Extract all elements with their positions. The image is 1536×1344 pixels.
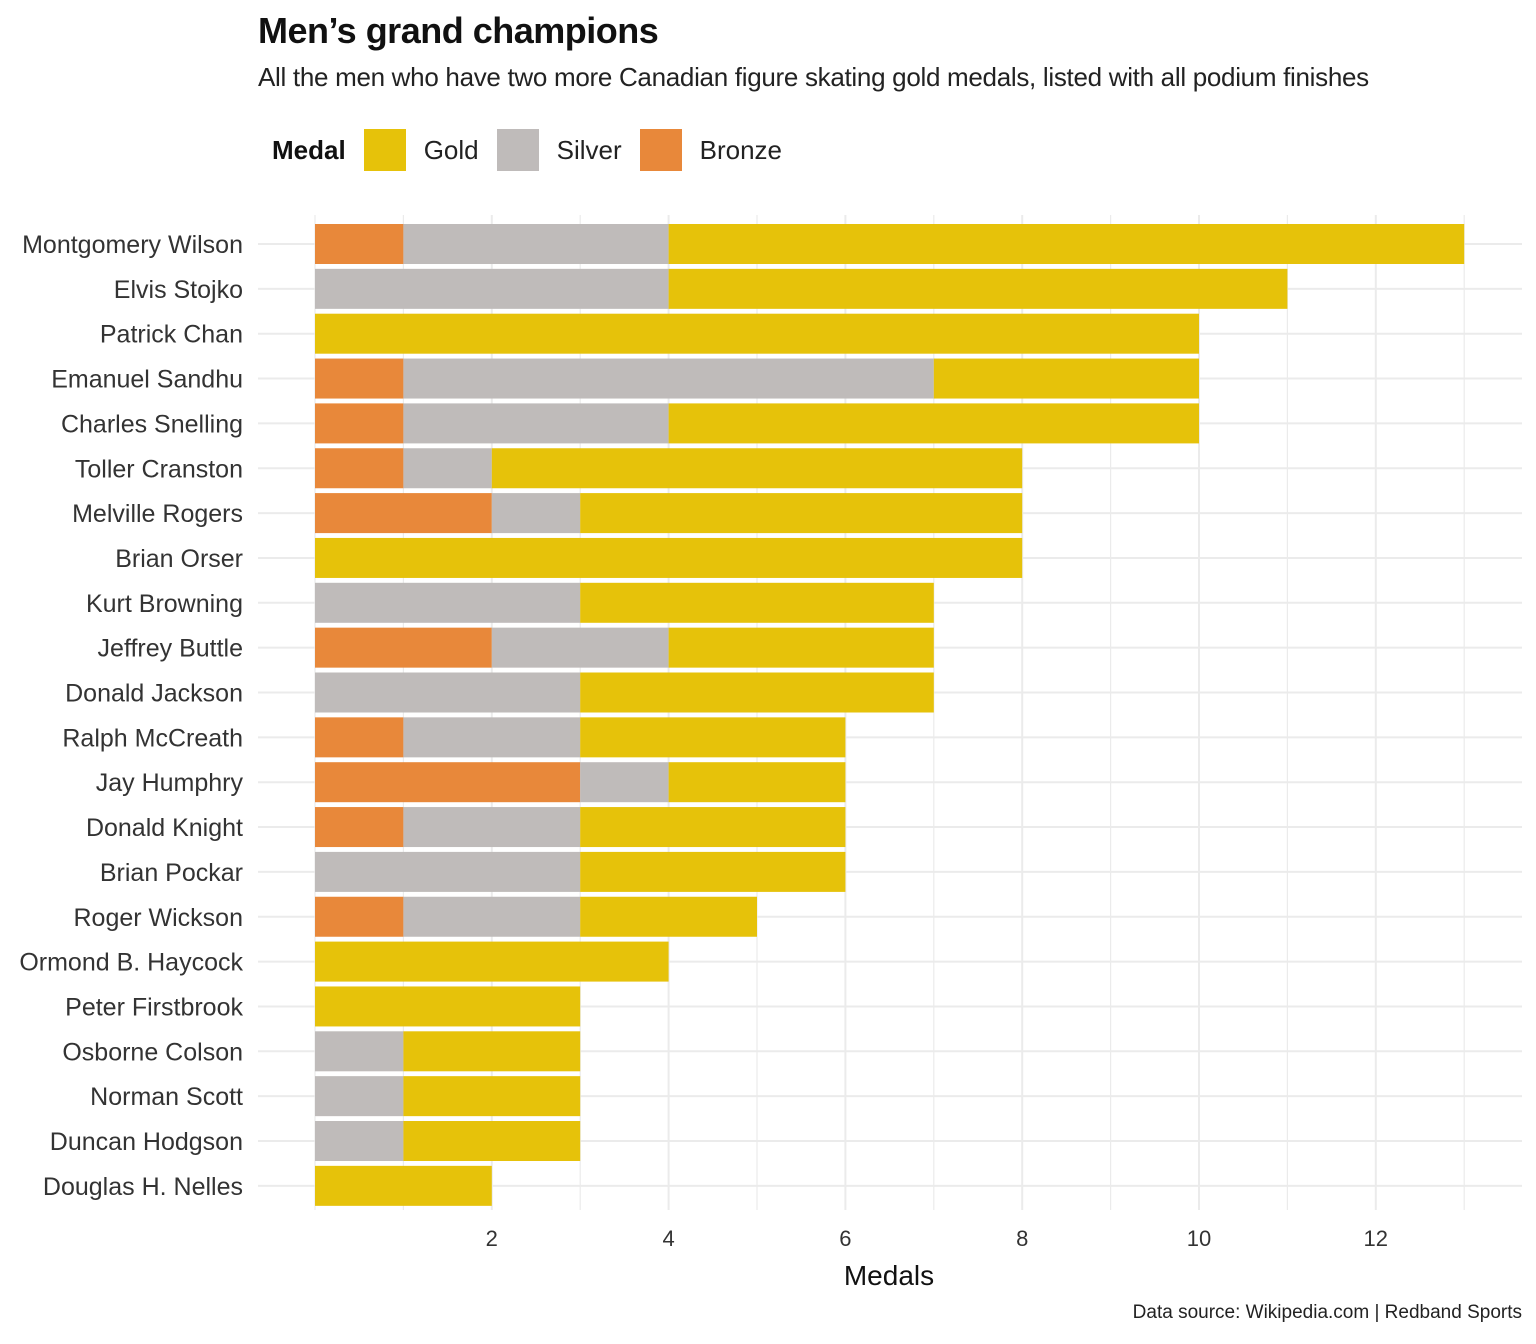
- bar-silver: [403, 807, 581, 848]
- legend-title: Medal: [272, 134, 346, 165]
- legend-swatch-gold: [363, 129, 406, 171]
- bar-silver: [315, 1031, 404, 1072]
- legend-swatch-silver: [496, 129, 539, 171]
- legend-item-gold: Gold: [363, 129, 479, 171]
- bar-gold: [403, 1076, 581, 1117]
- legend-label-gold: Gold: [423, 134, 479, 165]
- bar-gold: [668, 224, 1465, 264]
- bar-bronze: [315, 896, 404, 937]
- bar-gold: [668, 762, 846, 803]
- category-label: Toller Cranston: [75, 455, 243, 483]
- legend-item-silver: Silver: [496, 129, 622, 171]
- bar-silver: [315, 672, 581, 713]
- x-tick-label: 2: [486, 1226, 498, 1251]
- x-axis-title: Medals: [844, 1260, 934, 1291]
- category-label: Jeffrey Buttle: [98, 635, 243, 663]
- legend-label-bronze: Bronze: [699, 134, 783, 165]
- category-label: Patrick Chan: [100, 321, 243, 349]
- bar-silver: [580, 762, 669, 803]
- legend: Medal Gold Silver Bronze: [272, 128, 800, 172]
- bar-gold: [580, 851, 846, 892]
- category-label: Jay Humphry: [96, 769, 244, 797]
- category-label: Ormond B. Haycock: [19, 949, 243, 977]
- bar-silver: [315, 582, 581, 623]
- bar-gold: [315, 313, 1199, 354]
- chart-subtitle: All the men who have two more Canadian f…: [258, 62, 1369, 92]
- bar-gold: [315, 537, 1023, 578]
- bars: [315, 224, 1465, 1206]
- category-label: Peter Firstbrook: [65, 993, 243, 1021]
- bar-gold: [403, 1031, 581, 1072]
- bar-gold: [668, 403, 1199, 444]
- bar-silver: [315, 851, 581, 892]
- category-label: Brian Orser: [115, 545, 243, 573]
- legend-item-bronze: Bronze: [639, 129, 783, 171]
- bar-bronze: [315, 358, 404, 399]
- bar-gold: [580, 582, 934, 623]
- bar-gold: [315, 1165, 492, 1206]
- bar-bronze: [315, 403, 404, 444]
- bar-silver: [403, 448, 492, 489]
- bar-silver: [403, 224, 669, 264]
- category-label: Montgomery Wilson: [22, 231, 243, 259]
- bar-silver: [403, 403, 669, 444]
- bar-gold: [580, 717, 846, 758]
- category-label: Donald Knight: [86, 814, 243, 842]
- bar-silver: [315, 1121, 404, 1161]
- x-tick-labels: 2 4 6 8 10 12: [486, 1226, 1388, 1251]
- bar-silver: [403, 896, 581, 937]
- bar-gold: [580, 672, 934, 713]
- bar-gold: [403, 1121, 581, 1161]
- x-tick-label: 8: [1016, 1226, 1028, 1251]
- category-label: Emanuel Sandhu: [51, 366, 243, 394]
- bar-gold: [315, 986, 581, 1027]
- bar-gold: [668, 268, 1288, 309]
- category-label: Osborne Colson: [62, 1038, 243, 1066]
- category-label: Melville Rogers: [72, 500, 243, 528]
- x-tick-label: 4: [662, 1226, 674, 1251]
- category-label: Duncan Hodgson: [50, 1128, 243, 1156]
- bar-silver: [315, 1076, 404, 1117]
- bar-gold: [491, 448, 1023, 489]
- bar-silver: [491, 627, 669, 668]
- bar-gold: [580, 896, 757, 937]
- bar-silver: [403, 358, 934, 399]
- bar-silver: [315, 268, 669, 309]
- bar-silver: [491, 493, 581, 534]
- x-tick-label: 12: [1364, 1226, 1388, 1251]
- bar-gold: [933, 358, 1199, 399]
- bar-gold: [315, 941, 669, 982]
- category-label: Kurt Browning: [86, 590, 243, 618]
- bar-gold: [668, 627, 934, 668]
- bar-bronze: [315, 807, 404, 848]
- bar-bronze: [315, 224, 404, 264]
- bar-gold: [580, 807, 846, 848]
- category-label: Brian Pockar: [100, 859, 243, 887]
- category-label: Donald Jackson: [65, 680, 243, 708]
- category-label: Ralph McCreath: [62, 724, 243, 752]
- category-label: Charles Snelling: [61, 410, 243, 438]
- x-tick-label: 10: [1187, 1226, 1211, 1251]
- category-label: Norman Scott: [90, 1083, 243, 1111]
- category-label: Douglas H. Nelles: [43, 1173, 243, 1201]
- bar-bronze: [315, 717, 404, 758]
- bar-bronze: [315, 627, 492, 668]
- bar-bronze: [315, 762, 581, 803]
- bar-chart: Montgomery Wilson Elvis Stojko Patrick Cha…: [19, 215, 1522, 1291]
- legend-label-silver: Silver: [556, 134, 622, 165]
- x-tick-label: 6: [839, 1226, 851, 1251]
- bar-bronze: [315, 448, 404, 489]
- category-label: Roger Wickson: [74, 904, 244, 932]
- bar-bronze: [315, 493, 492, 534]
- category-labels: Montgomery Wilson Elvis Stojko Patrick Cha…: [19, 231, 243, 1201]
- category-label: Elvis Stojko: [114, 276, 243, 304]
- bar-gold: [580, 493, 1023, 534]
- bar-silver: [403, 717, 581, 758]
- chart-title: Men’s grand champions: [258, 10, 659, 51]
- caption: Data source: Wikipedia.com | Redband Spo…: [1132, 1302, 1522, 1323]
- legend-swatch-bronze: [639, 129, 682, 171]
